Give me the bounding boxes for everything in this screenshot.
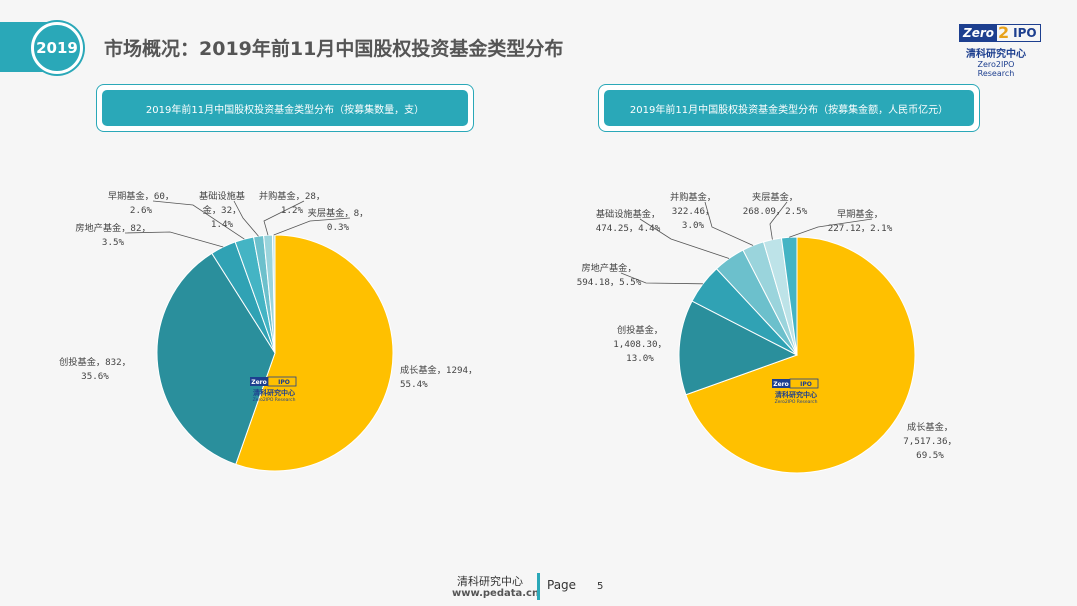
pie2-label-1-line-0: 创投基金， <box>617 324 663 336</box>
pie1-watermark-zero: Zero <box>251 379 267 386</box>
pie2-watermark-ipo: IPO <box>800 381 812 388</box>
pie1-label-5-line-1: 1.2% <box>281 205 304 216</box>
pie1-label-0-line-1: 55.4% <box>400 379 428 390</box>
pie2-watermark-cn: 清科研究中心 <box>775 390 817 399</box>
pie2-watermark-zero: Zero <box>773 381 789 388</box>
page-title: 市场概况：2019年前11月中国股权投资基金类型分布 <box>104 38 564 60</box>
logo-ipo: IPO <box>1013 26 1037 40</box>
pie2-label-6-line-0: 早期基金， <box>837 208 883 220</box>
pie1-label-4-line-0: 基础设施基 <box>199 190 245 202</box>
pie1-leader-4 <box>233 200 259 237</box>
pie1-label-2-line-1: 3.5% <box>102 237 125 248</box>
pie1-watermark-zero-box <box>250 377 268 386</box>
logo-mark: Zero 2 IPO <box>959 24 1041 42</box>
footer-url: www.pedata.cn <box>452 588 540 599</box>
right-chart-title: 2019年前11月中国股权投资基金类型分布（按募集金额，人民币亿元） <box>604 90 974 126</box>
pie1-label-4-line-1: 金，32， <box>203 204 242 216</box>
pie1-label-6-line-0: 夹层基金，8， <box>308 207 369 219</box>
footer-divider <box>537 573 540 600</box>
pie1-watermark-ipo-box <box>267 376 297 387</box>
pie2-leader-6 <box>789 218 873 238</box>
pie1-watermark-en: Zero2IPO Research <box>253 397 296 403</box>
pie2-label-4-line-1: 322.46， <box>672 206 714 217</box>
pie2-watermark-en: Zero2IPO Research <box>775 399 818 405</box>
pie1-leader-6 <box>273 217 351 236</box>
pie2-label-5-line-0: 夹层基金， <box>752 191 798 203</box>
pie2-label-0-line-1: 7,517.36， <box>903 436 956 447</box>
pie2-watermark-zero-box <box>772 379 790 388</box>
pie2-label-4-line-2: 3.0% <box>682 220 705 231</box>
pie2-leader-5 <box>769 201 788 240</box>
pie2-leader-3 <box>639 218 730 259</box>
pie2-label-6-line-1: 227.12，2.1% <box>828 223 893 234</box>
footer-page-label: Page <box>547 578 577 592</box>
pie1-label-1-line-0: 创投基金，832， <box>59 356 131 368</box>
pie2-leader-2 <box>620 272 703 285</box>
zero2ipo-logo: Zero 2 IPO 清科研究中心 Zero2IPO Research <box>959 22 1041 78</box>
pie2-label-1-line-2: 13.0% <box>626 353 654 364</box>
pie2-label-0-line-2: 69.5% <box>916 450 944 461</box>
logo-zero: Zero <box>960 25 998 41</box>
logo-en-name: Zero2IPO Research <box>977 60 1015 78</box>
footer-org: 清科研究中心 <box>457 575 523 588</box>
pie2-label-0-line-0: 成长基金， <box>907 421 953 433</box>
pie1-label-0-line-0: 成长基金，1294， <box>400 364 477 376</box>
pie2-watermark-ipo-box <box>789 378 819 389</box>
pie2-label-2-line-0: 房地产基金， <box>581 262 636 274</box>
pie2-leader-4 <box>704 201 754 246</box>
pie1-leader-5 <box>263 200 305 236</box>
pie2-label-3-line-1: 474.25，4.4% <box>596 223 661 234</box>
page-number: 5 <box>597 581 604 592</box>
pie2-slice-1 <box>678 300 799 396</box>
pie1-label-3-line-1: 2.6% <box>130 205 153 216</box>
pie2-label-5-line-1: 268.09，2.5% <box>743 206 808 217</box>
pie1-label-1-line-1: 35.6% <box>81 371 109 382</box>
year-badge: 2019 <box>31 22 83 74</box>
pie2-label-4-line-0: 并购基金， <box>670 191 716 203</box>
pie1-label-4-line-2: 1.4% <box>211 219 234 230</box>
pie1-label-3-line-0: 早期基金，60， <box>108 190 174 202</box>
pie1-label-2-line-0: 房地产基金，82， <box>75 222 150 234</box>
logo-two: 2 <box>998 23 1010 42</box>
left-chart-title-frame: 2019年前11月中国股权投资基金类型分布（按募集数量，支） <box>96 84 474 132</box>
pie2-label-2-line-1: 594.18，5.5% <box>577 277 642 288</box>
pie2-slice-0 <box>685 236 916 474</box>
pie1-leader-3 <box>152 200 245 240</box>
pie1-watermark-cn: 清科研究中心 <box>253 388 295 397</box>
pie2-label-1-line-1: 1,408.30， <box>613 339 666 350</box>
pie1-label-6-line-1: 0.3% <box>327 222 350 233</box>
left-chart-title: 2019年前11月中国股权投资基金类型分布（按募集数量，支） <box>102 90 468 126</box>
pie2-label-3-line-0: 基础设施基金， <box>596 208 660 220</box>
logo-cn-name: 清科研究中心 <box>966 49 1026 60</box>
pie1-watermark-ipo: IPO <box>278 379 290 386</box>
right-chart-title-frame: 2019年前11月中国股权投资基金类型分布（按募集金额，人民币亿元） <box>598 84 980 132</box>
pie1-label-5-line-0: 并购基金，28， <box>259 190 325 202</box>
pie1-slice-1 <box>156 252 276 465</box>
pie1-leader-2 <box>124 231 224 248</box>
